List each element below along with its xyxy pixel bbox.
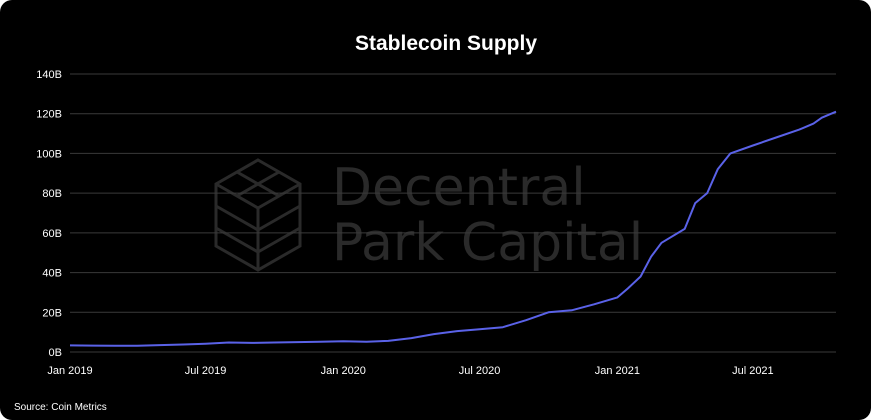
watermark-line-2: Park Capital xyxy=(332,213,643,273)
y-tick-label: 80B xyxy=(42,188,62,200)
y-tick-label: 60B xyxy=(42,228,62,240)
y-axis-ticks: 0B 20B 40B 60B 80B 100B 120B 140B xyxy=(36,69,62,359)
x-tick-label: Jan 2019 xyxy=(47,365,92,377)
y-tick-label: 140B xyxy=(36,69,62,81)
x-tick-label: Jan 2020 xyxy=(321,365,366,377)
y-tick-label: 20B xyxy=(42,307,62,319)
y-tick-label: 0B xyxy=(49,347,62,359)
x-tick-label: Jul 2021 xyxy=(732,365,774,377)
y-tick-label: 40B xyxy=(42,268,62,280)
x-tick-label: Jan 2021 xyxy=(595,365,640,377)
y-tick-label: 100B xyxy=(36,148,62,160)
gridlines xyxy=(70,73,836,353)
y-tick-label: 120B xyxy=(36,109,62,121)
x-tick-label: Jul 2019 xyxy=(185,365,227,377)
chart-title: Stablecoin Supply xyxy=(355,32,537,55)
x-tick-label: Jul 2020 xyxy=(459,365,501,377)
watermark-logo xyxy=(214,158,302,272)
source-note: Source: Coin Metrics xyxy=(14,402,107,413)
watermark-line-1: Decentral xyxy=(332,158,586,218)
x-axis-ticks: Jan 2019 Jul 2019 Jan 2020 Jul 2020 Jan 2021… xyxy=(47,365,773,377)
series-line xyxy=(69,110,837,347)
